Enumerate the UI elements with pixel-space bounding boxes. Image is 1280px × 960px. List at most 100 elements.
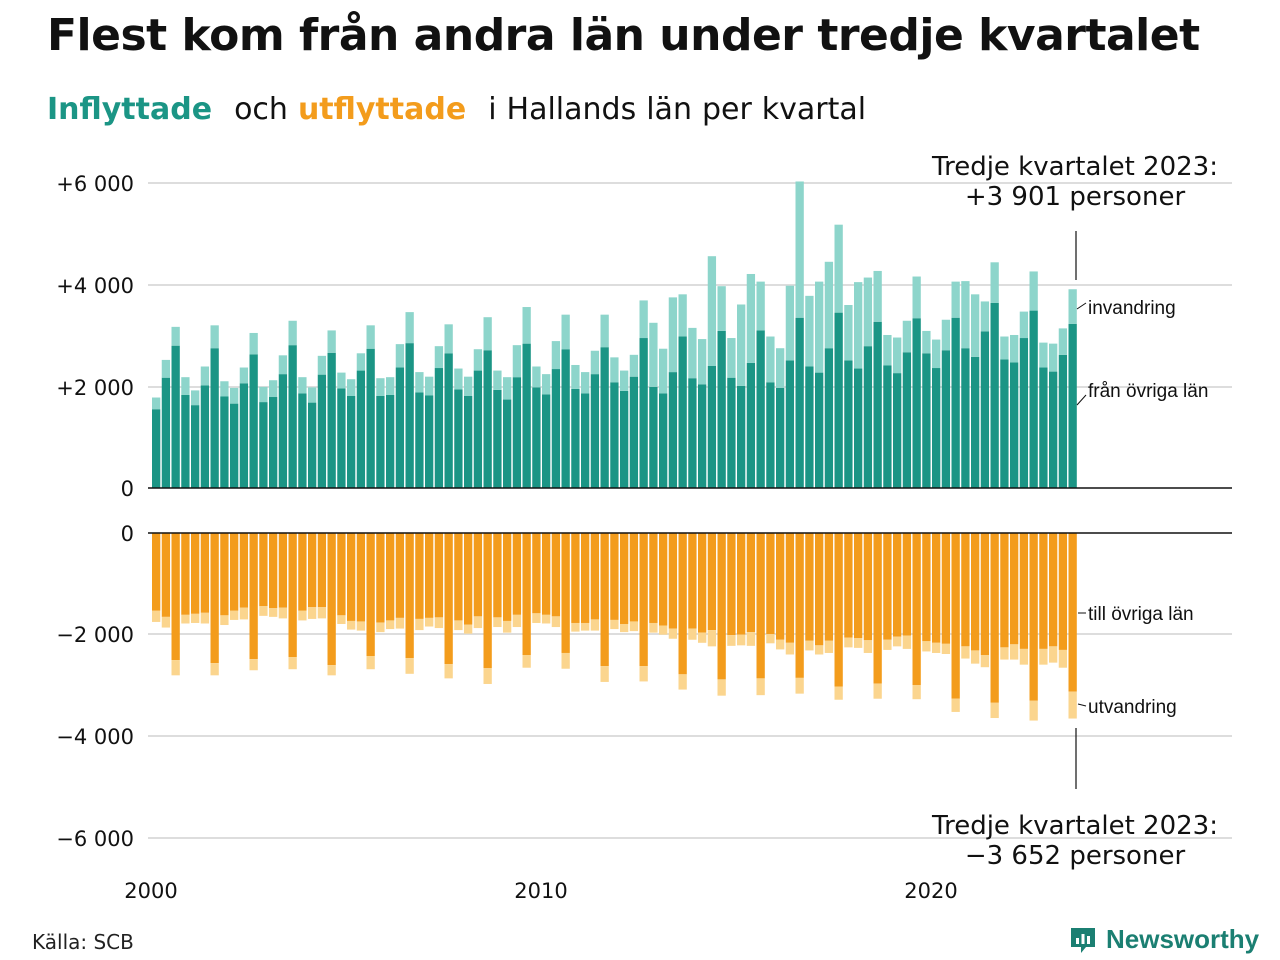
- bar-till-ovriga-lan: [561, 533, 570, 653]
- bar-invandring: [873, 270, 882, 322]
- bar-utvandring: [961, 646, 970, 659]
- subtitle-utflyttade: utflyttade: [297, 92, 467, 127]
- bar-fran-ovriga-lan: [571, 388, 580, 489]
- bar-fran-ovriga-lan: [288, 345, 297, 488]
- bar-fran-ovriga-lan: [698, 384, 707, 488]
- bar-fran-ovriga-lan: [766, 382, 775, 488]
- bar-utvandring: [805, 640, 814, 651]
- bar-invandring: [688, 327, 697, 379]
- bar-fran-ovriga-lan: [181, 394, 190, 489]
- bar-utvandring: [795, 677, 804, 694]
- bar-fran-ovriga-lan: [951, 317, 960, 488]
- bar-fran-ovriga-lan: [600, 347, 609, 488]
- bar-till-ovriga-lan: [961, 533, 970, 647]
- bar-fran-ovriga-lan: [834, 312, 843, 489]
- bar-utvandring: [737, 634, 746, 646]
- bar-fran-ovriga-lan: [1029, 310, 1038, 488]
- bar-utvandring: [473, 616, 483, 629]
- bar-till-ovriga-lan: [922, 533, 931, 642]
- bar-fran-ovriga-lan: [230, 403, 239, 488]
- bar-till-ovriga-lan: [1029, 533, 1038, 701]
- bar-utvandring: [688, 628, 697, 640]
- bar-till-ovriga-lan: [776, 533, 785, 640]
- bar-utvandring: [259, 606, 268, 616]
- subtitle-per: per: [701, 92, 752, 127]
- bars-bottom: [152, 533, 1077, 721]
- bar-invandring: [912, 276, 921, 319]
- bar-fran-ovriga-lan: [551, 369, 561, 488]
- bar-invandring: [863, 277, 873, 347]
- bar-till-ovriga-lan: [503, 533, 512, 621]
- bar-fran-ovriga-lan: [337, 388, 346, 488]
- bar-invandring: [590, 350, 600, 375]
- bar-utvandring: [483, 668, 492, 684]
- bar-fran-ovriga-lan: [1068, 323, 1077, 488]
- bar-utvandring: [776, 639, 785, 650]
- bar-utvandring: [785, 642, 795, 655]
- bar-fran-ovriga-lan: [659, 393, 668, 488]
- bar-till-ovriga-lan: [522, 533, 531, 655]
- bar-invandring: [717, 286, 726, 331]
- bar-till-ovriga-lan: [532, 533, 541, 614]
- bar-utvandring: [317, 607, 327, 619]
- bar-fran-ovriga-lan: [961, 348, 970, 488]
- bar-till-ovriga-lan: [854, 533, 863, 639]
- bar-till-ovriga-lan: [1019, 533, 1029, 649]
- bar-invandring: [454, 368, 463, 390]
- bar-fran-ovriga-lan: [395, 367, 405, 488]
- bar-till-ovriga-lan: [649, 533, 658, 623]
- bar-till-ovriga-lan: [659, 533, 668, 626]
- bar-utvandring: [727, 635, 736, 646]
- subtitle-kvartal: kvartal: [761, 92, 867, 127]
- bar-fran-ovriga-lan: [327, 352, 336, 488]
- bar-invandring: [1000, 336, 1009, 360]
- bar-utvandring: [707, 630, 717, 647]
- bar-fran-ovriga-lan: [269, 397, 278, 488]
- bar-till-ovriga-lan: [893, 533, 902, 637]
- bar-invandring: [1068, 289, 1077, 324]
- bar-fran-ovriga-lan: [532, 387, 541, 488]
- bar-till-ovriga-lan: [220, 533, 229, 616]
- bar-invandring: [512, 345, 522, 378]
- bar-utvandring: [1019, 648, 1029, 665]
- bar-till-ovriga-lan: [824, 533, 834, 641]
- bar-utvandring: [200, 612, 210, 624]
- bar-utvandring: [581, 622, 590, 631]
- bar-till-ovriga-lan: [1058, 533, 1068, 650]
- bar-fran-ovriga-lan: [191, 405, 200, 488]
- bar-fran-ovriga-lan: [239, 383, 249, 488]
- bar-utvandring: [668, 628, 678, 639]
- bar-invandring: [356, 353, 366, 371]
- bar-till-ovriga-lan: [834, 533, 843, 687]
- bar-utvandring: [405, 658, 414, 674]
- bar-invandring: [269, 380, 278, 398]
- bar-invandring: [746, 273, 756, 363]
- subtitle-och: och: [234, 92, 288, 127]
- bar-fran-ovriga-lan: [581, 393, 590, 488]
- bar-invandring: [288, 320, 297, 346]
- bar-till-ovriga-lan: [239, 533, 249, 608]
- bar-fran-ovriga-lan: [405, 343, 414, 489]
- bar-utvandring: [464, 624, 473, 634]
- bar-till-ovriga-lan: [1010, 533, 1019, 645]
- bar-invandring: [990, 262, 999, 303]
- bar-till-ovriga-lan: [795, 533, 804, 678]
- bar-invandring: [366, 325, 375, 349]
- bar-invandring: [922, 330, 931, 354]
- bar-fran-ovriga-lan: [464, 395, 473, 488]
- bar-utvandring: [863, 640, 873, 653]
- bar-invandring: [1029, 271, 1038, 311]
- bar-till-ovriga-lan: [317, 533, 327, 608]
- bar-invandring: [902, 320, 912, 353]
- chart-subtitle: Inflyttade och utflyttade i Hallands län per kv…: [47, 92, 866, 127]
- bar-utvandring: [990, 702, 999, 719]
- bar-utvandring: [971, 650, 980, 664]
- bar-invandring: [376, 378, 385, 396]
- bar-invandring: [1049, 343, 1058, 372]
- bar-invandring: [210, 325, 219, 349]
- bar-fran-ovriga-lan: [298, 393, 307, 488]
- bar-till-ovriga-lan: [454, 533, 463, 621]
- leader-utvandring: [1077, 703, 1087, 707]
- bar-fran-ovriga-lan: [737, 385, 746, 488]
- bar-utvandring: [912, 684, 921, 700]
